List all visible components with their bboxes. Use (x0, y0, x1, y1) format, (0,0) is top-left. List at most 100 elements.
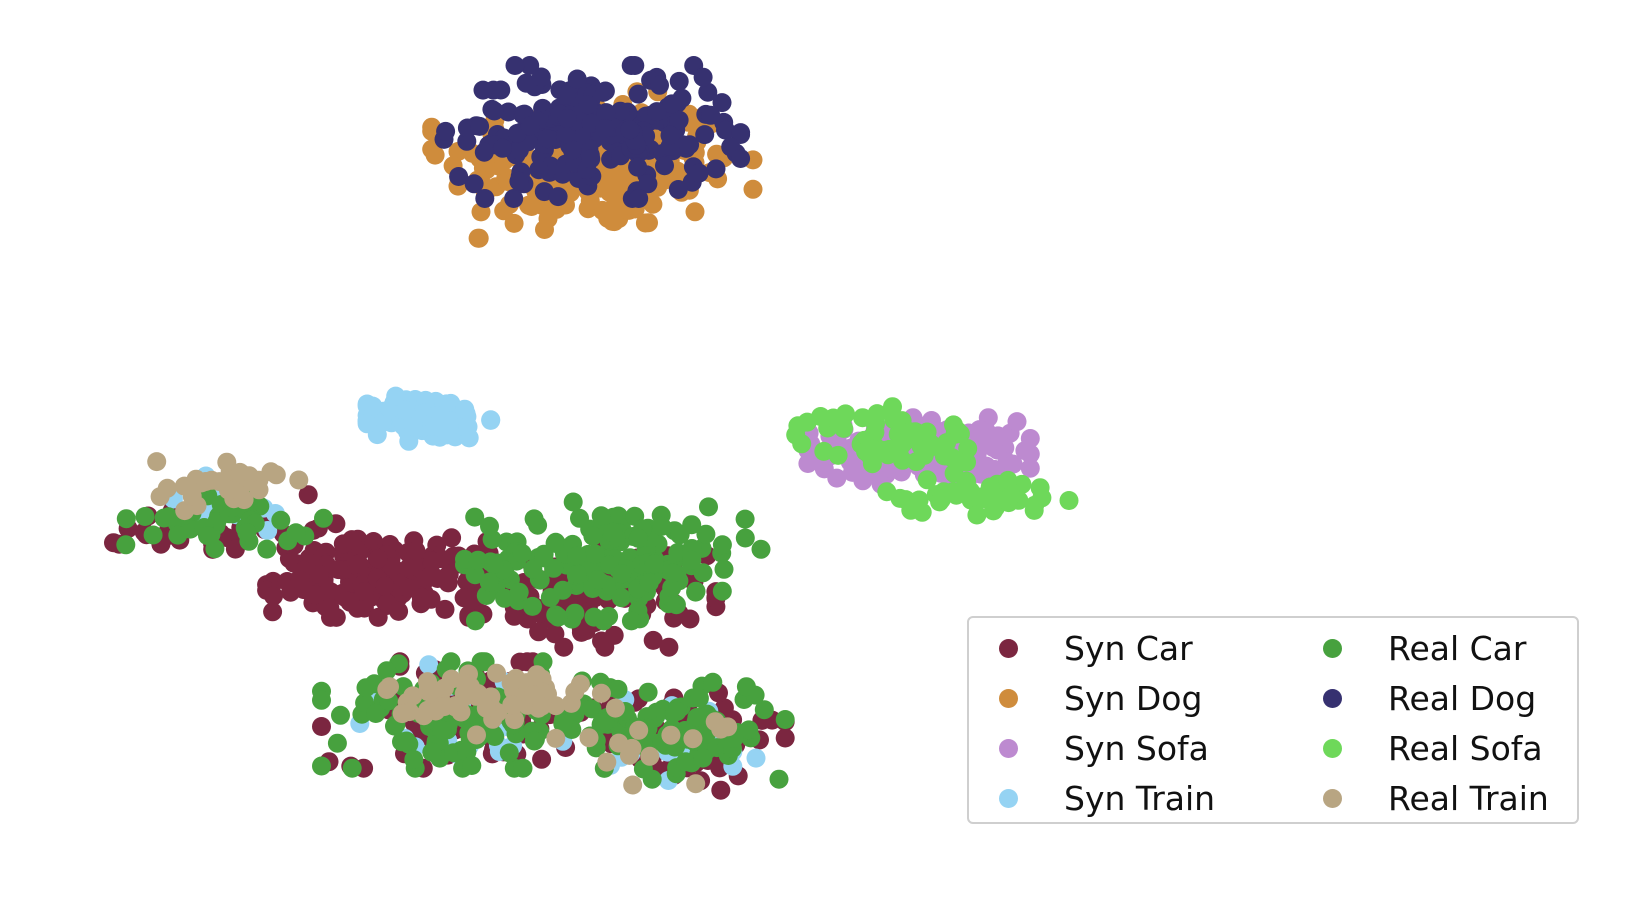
legend-item: Real Sofa (1293, 728, 1543, 768)
data-point (234, 490, 254, 510)
data-point (823, 408, 843, 428)
data-point (900, 422, 920, 442)
data-point (597, 752, 617, 772)
data-point (399, 557, 419, 577)
data-point (217, 452, 237, 472)
data-point (375, 576, 395, 596)
data-point (403, 417, 423, 437)
data-point (579, 728, 599, 748)
data-point (877, 482, 897, 502)
legend-label: Real Train (1388, 778, 1549, 818)
data-point (476, 698, 496, 718)
data-point (449, 167, 469, 186)
data-point (377, 661, 397, 681)
legend-label: Syn Dog (1064, 678, 1203, 718)
data-point (565, 603, 585, 623)
data-point (698, 82, 718, 102)
data-point (603, 522, 623, 542)
data-point (610, 101, 630, 121)
data-point (581, 149, 601, 169)
data-point (314, 508, 333, 528)
data-point (706, 159, 726, 179)
data-point (662, 563, 682, 583)
data-point (312, 717, 331, 736)
data-point (662, 578, 682, 598)
data-point (312, 690, 331, 710)
data-point (883, 397, 902, 417)
data-point (680, 609, 700, 629)
data-point (628, 528, 648, 548)
data-point (712, 93, 732, 113)
data-point (639, 213, 658, 233)
data-point (357, 414, 377, 434)
series-real-train (147, 452, 738, 795)
data-point (493, 138, 512, 158)
data-point (563, 492, 583, 512)
data-point (827, 468, 847, 488)
data-point (889, 439, 908, 459)
data-point (368, 607, 388, 627)
data-point (707, 144, 727, 164)
data-point (604, 625, 624, 645)
data-point (608, 679, 628, 699)
data-point (683, 729, 703, 749)
data-point (567, 69, 587, 89)
data-point (372, 413, 392, 433)
data-point (775, 710, 795, 729)
data-point (537, 129, 557, 149)
series-real-dog (434, 56, 751, 208)
data-point (481, 410, 501, 430)
data-point (512, 543, 532, 563)
data-point (645, 554, 664, 574)
data-point (1003, 454, 1023, 474)
data-point (522, 197, 542, 216)
legend-label: Syn Train (1064, 778, 1216, 818)
data-point (712, 535, 732, 555)
data-point (638, 682, 658, 702)
data-point (731, 149, 751, 168)
data-point (354, 582, 374, 601)
data-point (661, 725, 681, 745)
data-point (562, 140, 582, 160)
data-point (392, 704, 412, 724)
series-real-sofa (786, 397, 1079, 525)
data-point (505, 710, 525, 730)
data-point (554, 637, 574, 657)
data-point (389, 601, 409, 621)
data-point (464, 174, 484, 194)
data-point (1030, 478, 1050, 498)
data-point (917, 470, 937, 490)
data-point (609, 733, 629, 753)
data-point (312, 756, 331, 776)
data-point (532, 749, 552, 769)
data-point (377, 680, 397, 699)
data-point (505, 56, 525, 75)
data-point (290, 570, 310, 590)
legend-item: Syn Train (969, 778, 1215, 818)
data-point (298, 485, 318, 505)
data-point (445, 697, 465, 717)
data-point (655, 156, 674, 176)
data-point (1007, 412, 1027, 432)
data-point (159, 507, 178, 527)
data-point (867, 404, 887, 424)
data-point (595, 712, 615, 732)
data-point (249, 480, 269, 500)
data-point (751, 539, 771, 559)
data-point (628, 84, 648, 104)
data-point (271, 510, 291, 530)
data-point (669, 71, 689, 91)
data-point (264, 586, 283, 606)
legend-label: Real Sofa (1388, 728, 1543, 768)
data-point (662, 94, 682, 114)
data-point (470, 116, 490, 136)
data-point (861, 446, 881, 466)
data-point (735, 528, 755, 548)
data-point (484, 555, 504, 574)
data-point (546, 728, 566, 748)
data-point (487, 663, 506, 683)
data-point (157, 478, 177, 498)
data-point (182, 486, 202, 506)
data-point (711, 780, 731, 800)
legend-marker (1323, 638, 1342, 658)
